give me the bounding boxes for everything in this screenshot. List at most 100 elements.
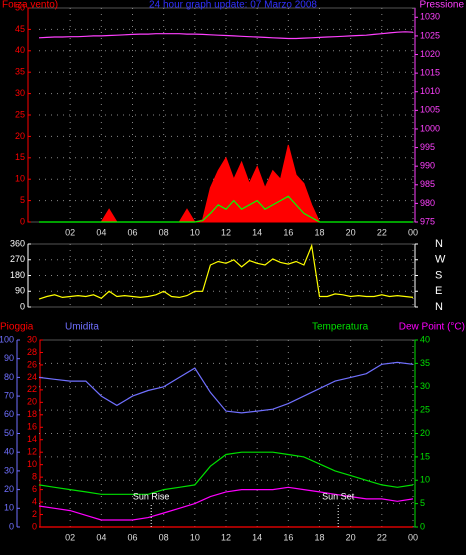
y-tick-label: 20 <box>4 484 14 494</box>
x-tick-label: 22 <box>377 227 387 237</box>
series-line <box>38 486 414 521</box>
y-tick-label: 14 <box>27 434 37 444</box>
x-tick-label: 12 <box>221 227 231 237</box>
y-tick-label: N <box>435 301 443 313</box>
x-tick-label: 18 <box>314 532 324 542</box>
y-tick-label: 90 <box>15 286 25 296</box>
y-tick-label: 0 <box>9 521 14 531</box>
y-tick-label: 1000 <box>420 123 440 133</box>
legend-label: Pioggia <box>0 322 34 333</box>
y-tick-label: 12 <box>27 447 37 457</box>
y-tick-label: 90 <box>4 353 14 363</box>
y-tick-label: 5 <box>420 498 425 508</box>
y-tick-label: 40 <box>15 45 25 55</box>
x-tick-label: 02 <box>65 532 75 542</box>
y-tick-label: 50 <box>15 2 25 12</box>
legend-label: Pressione <box>420 0 465 11</box>
y-tick-label: 15 <box>15 152 25 162</box>
y-tick-label: 180 <box>10 270 25 280</box>
y-tick-label: 0 <box>32 521 37 531</box>
x-tick-label: 00 <box>408 227 418 237</box>
y-tick-label: 80 <box>4 372 14 382</box>
chart-title: 24 hour graph update: 07 Marzo 2008 <box>149 0 317 11</box>
y-tick-label: 25 <box>15 109 25 119</box>
x-tick-label: 10 <box>190 227 200 237</box>
y-tick-label: 25 <box>420 405 430 415</box>
y-tick-label: S <box>435 269 442 281</box>
x-tick-label: 20 <box>346 532 356 542</box>
y-tick-label: 360 <box>10 238 25 248</box>
y-tick-label: W <box>435 254 446 266</box>
legend-label: Forza vento) <box>2 0 58 11</box>
y-tick-label: 15 <box>420 451 430 461</box>
y-tick-label: 985 <box>420 179 435 189</box>
y-tick-label: 0 <box>420 521 425 531</box>
panel-frame <box>27 243 416 308</box>
y-tick-label: 30 <box>4 465 14 475</box>
y-tick-label: 0 <box>20 301 25 311</box>
wind-area <box>39 144 413 223</box>
x-tick-label: 06 <box>127 532 137 542</box>
annotation-label: Sun Set <box>322 491 355 501</box>
series-line <box>38 451 414 495</box>
y-tick-label: 26 <box>27 359 37 369</box>
y-tick-label: 1005 <box>420 105 440 115</box>
y-tick-label: 18 <box>27 409 37 419</box>
y-tick-label: 30 <box>15 88 25 98</box>
y-tick-label: 40 <box>420 334 430 344</box>
x-tick-label: 14 <box>252 532 262 542</box>
y-tick-label: 60 <box>4 409 14 419</box>
y-tick-label: 30 <box>420 381 430 391</box>
legend-label: Temperatura <box>312 322 369 333</box>
x-tick-label: 02 <box>65 227 75 237</box>
y-tick-label: 70 <box>4 390 14 400</box>
series-line <box>39 195 413 223</box>
y-tick-label: 35 <box>420 358 430 368</box>
series-line <box>38 361 414 414</box>
x-tick-label: 16 <box>283 227 293 237</box>
y-tick-label: 10 <box>420 475 430 485</box>
y-tick-label: 28 <box>27 347 37 357</box>
x-tick-label: 00 <box>408 532 418 542</box>
series-line <box>38 31 414 40</box>
series-line <box>38 243 414 300</box>
y-tick-label: 1020 <box>420 49 440 59</box>
y-tick-label: 4 <box>32 496 37 506</box>
y-tick-label: 975 <box>420 216 435 226</box>
x-tick-label: 06 <box>127 227 137 237</box>
annotation-label: Sun Rise <box>133 491 170 501</box>
y-tick-label: 8 <box>32 472 37 482</box>
y-tick-label: 16 <box>27 422 37 432</box>
y-tick-label: E <box>435 285 442 297</box>
x-tick-label: 04 <box>96 532 106 542</box>
y-tick-label: 995 <box>420 142 435 152</box>
x-tick-label: 12 <box>221 532 231 542</box>
x-tick-label: 22 <box>377 532 387 542</box>
y-tick-label: N <box>435 238 443 250</box>
y-tick-label: 2 <box>32 509 37 519</box>
y-tick-label: 20 <box>15 131 25 141</box>
y-tick-label: 40 <box>4 447 14 457</box>
y-tick-label: 10 <box>27 459 37 469</box>
x-tick-label: 08 <box>159 227 169 237</box>
y-tick-label: 10 <box>15 174 25 184</box>
legend-label: Dew Point (°C) <box>399 322 465 333</box>
y-tick-label: 5 <box>20 195 25 205</box>
y-tick-label: 1015 <box>420 68 440 78</box>
y-tick-label: 50 <box>4 428 14 438</box>
x-tick-label: 04 <box>96 227 106 237</box>
x-tick-label: 18 <box>314 227 324 237</box>
x-tick-label: 20 <box>346 227 356 237</box>
x-tick-label: 16 <box>283 532 293 542</box>
y-tick-label: 30 <box>27 334 37 344</box>
y-tick-label: 270 <box>10 254 25 264</box>
y-tick-label: 10 <box>4 503 14 513</box>
y-tick-label: 1030 <box>420 12 440 22</box>
y-tick-label: 100 <box>0 334 14 344</box>
x-tick-label: 14 <box>252 227 262 237</box>
x-tick-label: 10 <box>190 532 200 542</box>
y-tick-label: 0 <box>20 216 25 226</box>
y-tick-label: 20 <box>27 397 37 407</box>
